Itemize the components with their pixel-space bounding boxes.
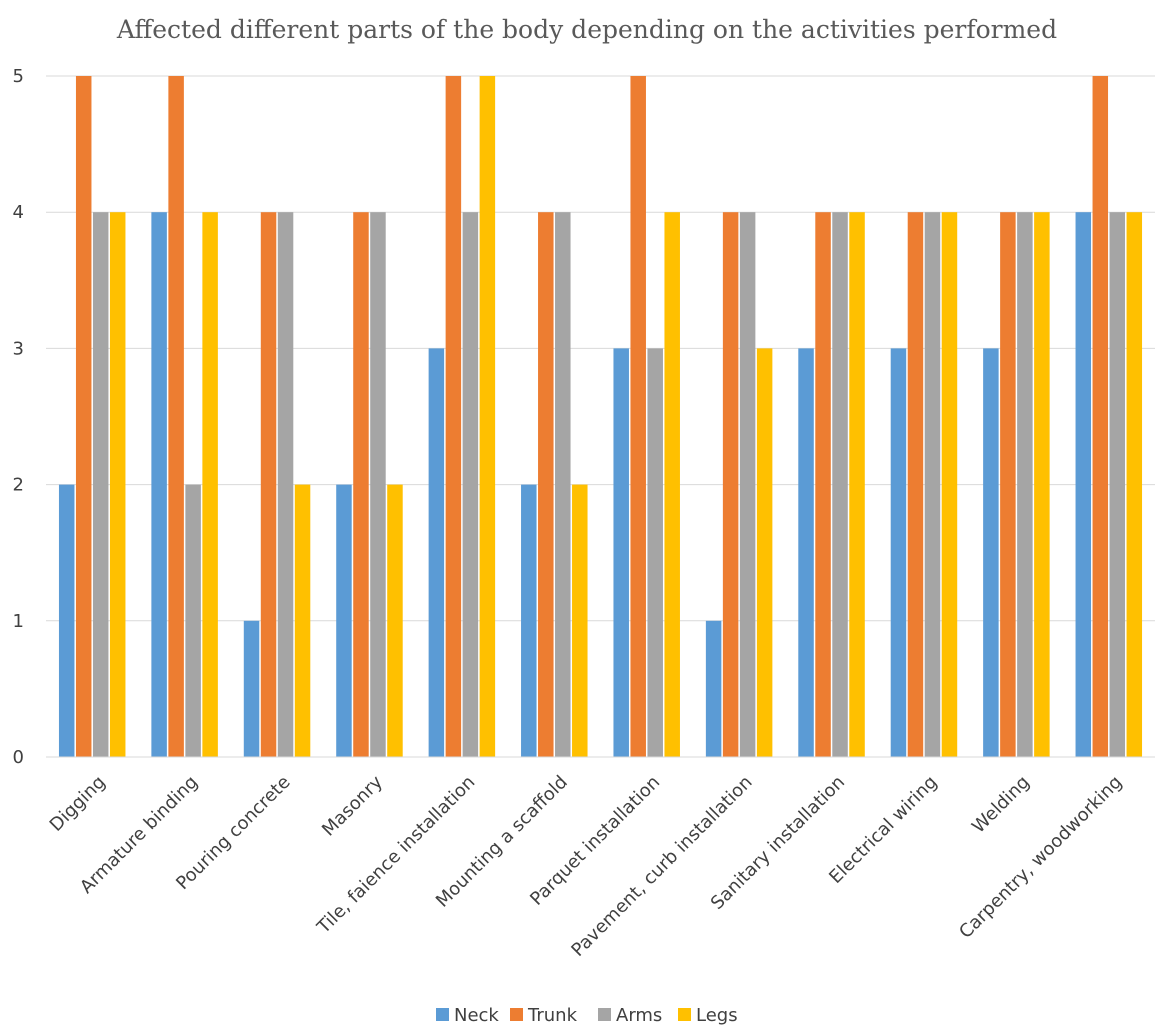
bar-neck — [336, 484, 352, 757]
bar-arms — [370, 212, 386, 757]
bars — [58, 76, 1143, 757]
bar-legs — [1126, 212, 1143, 757]
bar-arms — [832, 212, 848, 757]
y-tick-label: 1 — [13, 611, 24, 632]
bar-legs — [572, 484, 588, 757]
bar-arms — [277, 212, 294, 757]
legend-swatch-neck — [436, 1008, 449, 1021]
bar-legs — [294, 484, 311, 757]
bar-neck — [705, 620, 722, 757]
bar-trunk — [1000, 212, 1016, 757]
legend-swatch-arms — [598, 1008, 611, 1021]
bar-legs — [1034, 212, 1050, 757]
bar-trunk — [722, 212, 739, 757]
x-tick-label: Welding — [968, 772, 1034, 838]
legend: Neck Trunk Arms Legs — [436, 1005, 738, 1026]
bar-arms — [1109, 212, 1126, 757]
bar-neck — [890, 348, 907, 757]
legend-swatch-legs — [678, 1008, 691, 1021]
bar-arms — [739, 212, 756, 757]
y-tick-label: 2 — [13, 475, 24, 496]
y-tick-label: 0 — [13, 747, 24, 768]
bar-arms — [1017, 212, 1033, 757]
x-tick-label: Carpentry, woodworking — [955, 772, 1126, 943]
bar-arms — [924, 212, 941, 757]
bar-legs — [387, 484, 403, 757]
bar-neck — [243, 620, 260, 757]
bar-trunk — [907, 212, 924, 757]
bar-trunk — [75, 76, 92, 757]
bar-trunk — [1092, 76, 1109, 757]
bar-trunk — [353, 212, 369, 757]
bar-arms — [647, 348, 663, 757]
bar-arms — [185, 484, 201, 757]
legend-label-arms: Arms — [616, 1005, 662, 1026]
bar-legs — [202, 212, 218, 757]
legend-label-trunk: Trunk — [527, 1005, 578, 1026]
legend-label-neck: Neck — [454, 1005, 499, 1026]
bar-neck — [798, 348, 814, 757]
x-tick-label: Pavement, curb installation — [567, 772, 756, 961]
bar-legs — [849, 212, 865, 757]
bar-trunk — [168, 76, 184, 757]
bar-trunk — [538, 212, 554, 757]
legend-label-legs: Legs — [696, 1005, 738, 1026]
bar-legs — [756, 348, 773, 757]
x-tick-label: Digging — [46, 772, 110, 836]
bar-legs — [941, 212, 958, 757]
bar-neck — [58, 484, 75, 757]
x-tick-label: Masonry — [318, 771, 387, 840]
bar-arms — [92, 212, 109, 757]
bar-trunk — [630, 76, 646, 757]
bar-trunk — [815, 212, 831, 757]
bar-arms — [462, 212, 479, 757]
legend-swatch-trunk — [510, 1008, 523, 1021]
y-tick-label: 5 — [13, 66, 24, 87]
bar-legs — [109, 212, 126, 757]
bar-legs — [479, 76, 496, 757]
bar-neck — [1075, 212, 1092, 757]
y-tick-label: 4 — [13, 202, 24, 223]
bar-trunk — [260, 212, 277, 757]
y-axis-ticks: 0 1 2 3 4 5 — [13, 66, 24, 768]
gridlines — [46, 75, 1155, 622]
bar-neck — [151, 212, 167, 757]
bar-neck — [613, 348, 629, 757]
bar-arms — [555, 212, 571, 757]
bar-legs — [664, 212, 680, 757]
chart-title: Affected different parts of the body dep… — [116, 15, 1057, 44]
bar-neck — [983, 348, 999, 757]
bar-trunk — [445, 76, 462, 757]
y-tick-label: 3 — [13, 338, 24, 359]
bar-neck — [521, 484, 537, 757]
x-tick-label: Tile, faience installation — [313, 772, 480, 939]
bar-neck — [428, 348, 445, 757]
